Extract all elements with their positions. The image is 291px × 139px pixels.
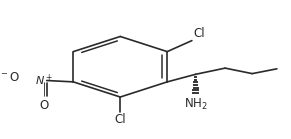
Text: Cl: Cl (114, 113, 126, 126)
Text: Cl: Cl (193, 27, 205, 39)
Text: O: O (39, 99, 48, 112)
Text: $^-$O: $^-$O (0, 71, 20, 84)
Text: NH$_2$: NH$_2$ (184, 97, 207, 112)
Text: $N^+$: $N^+$ (35, 73, 53, 88)
